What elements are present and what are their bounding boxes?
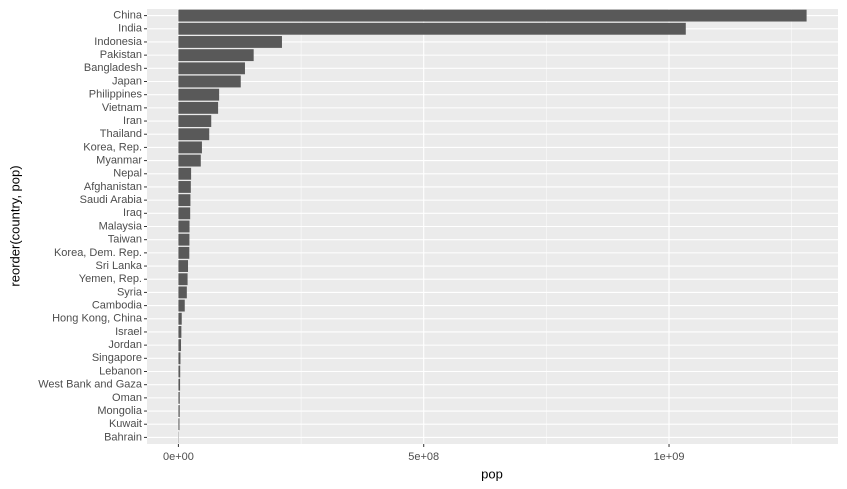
y-tick-label: Kuwait	[109, 418, 142, 430]
bar	[178, 405, 180, 417]
bar	[178, 36, 282, 48]
y-tick-label: Bahrain	[104, 431, 142, 443]
y-tick-label: Jordan	[108, 339, 142, 351]
y-tick-label: Israel	[115, 326, 142, 338]
y-tick-label: Iraq	[123, 207, 142, 219]
bar	[178, 246, 190, 259]
y-tick-label: Mongolia	[97, 405, 143, 417]
y-tick-label: Saudi Arabia	[80, 194, 143, 206]
bar	[178, 233, 190, 246]
y-tick-label: Indonesia	[94, 36, 143, 48]
bar	[178, 75, 241, 88]
bar	[178, 207, 191, 220]
y-tick-label: Yemen, Rep.	[79, 273, 142, 285]
bar	[178, 154, 201, 167]
y-tick-label: Afghanistan	[84, 181, 142, 193]
bar	[178, 339, 182, 352]
bar	[178, 378, 181, 391]
x-tick-label: 0e+00	[163, 451, 194, 463]
x-tick-label: 5e+08	[408, 451, 439, 463]
bar	[178, 167, 192, 180]
bar	[178, 391, 180, 404]
y-tick-label: Sri Lanka	[96, 260, 143, 272]
bar	[178, 418, 180, 431]
y-tick-label: Vietnam	[102, 102, 142, 114]
y-tick-label: Thailand	[100, 128, 142, 140]
y-tick-label: Philippines	[89, 89, 143, 101]
y-tick-label: Iran	[123, 115, 142, 127]
bar	[178, 365, 181, 378]
bar	[178, 141, 202, 154]
y-tick-label: Syria	[117, 286, 143, 298]
y-tick-label: Korea, Dem. Rep.	[54, 247, 142, 259]
x-axis-title: pop	[481, 466, 503, 481]
bar	[178, 115, 212, 127]
bar	[178, 260, 189, 272]
y-tick-label: Hong Kong, China	[52, 313, 143, 325]
bar	[178, 128, 210, 141]
bar	[178, 49, 254, 62]
y-tick-label: India	[118, 23, 143, 35]
y-tick-label: Lebanon	[99, 365, 142, 377]
y-tick-label: Cambodia	[92, 299, 143, 311]
bar	[178, 352, 181, 365]
y-tick-label: Oman	[112, 392, 142, 404]
bar	[178, 62, 245, 75]
bar	[178, 181, 191, 193]
bar	[178, 101, 219, 114]
y-tick-label: China	[113, 9, 143, 21]
bar	[178, 88, 220, 101]
y-axis-title: reorder(country, pop)	[7, 165, 22, 286]
bar	[178, 286, 187, 299]
y-tick-label: Singapore	[92, 352, 142, 364]
bar	[178, 326, 182, 338]
bar	[178, 312, 182, 325]
y-tick-label: Korea, Rep.	[83, 141, 142, 153]
bar	[178, 220, 190, 233]
y-tick-label: Nepal	[113, 168, 142, 180]
y-tick-label: Pakistan	[100, 49, 142, 61]
y-tick-label: Bangladesh	[84, 62, 142, 74]
y-tick-label: West Bank and Gaza	[38, 379, 143, 391]
bar	[178, 22, 686, 35]
bar	[178, 299, 185, 312]
x-tick-label: 1e+09	[654, 451, 685, 463]
bar	[178, 194, 191, 207]
y-tick-label: Malaysia	[99, 220, 143, 232]
y-tick-label: Taiwan	[108, 234, 142, 246]
y-tick-label: Myanmar	[96, 154, 142, 166]
y-tick-label: Japan	[112, 75, 142, 87]
bar	[178, 9, 807, 22]
bar	[178, 273, 188, 286]
